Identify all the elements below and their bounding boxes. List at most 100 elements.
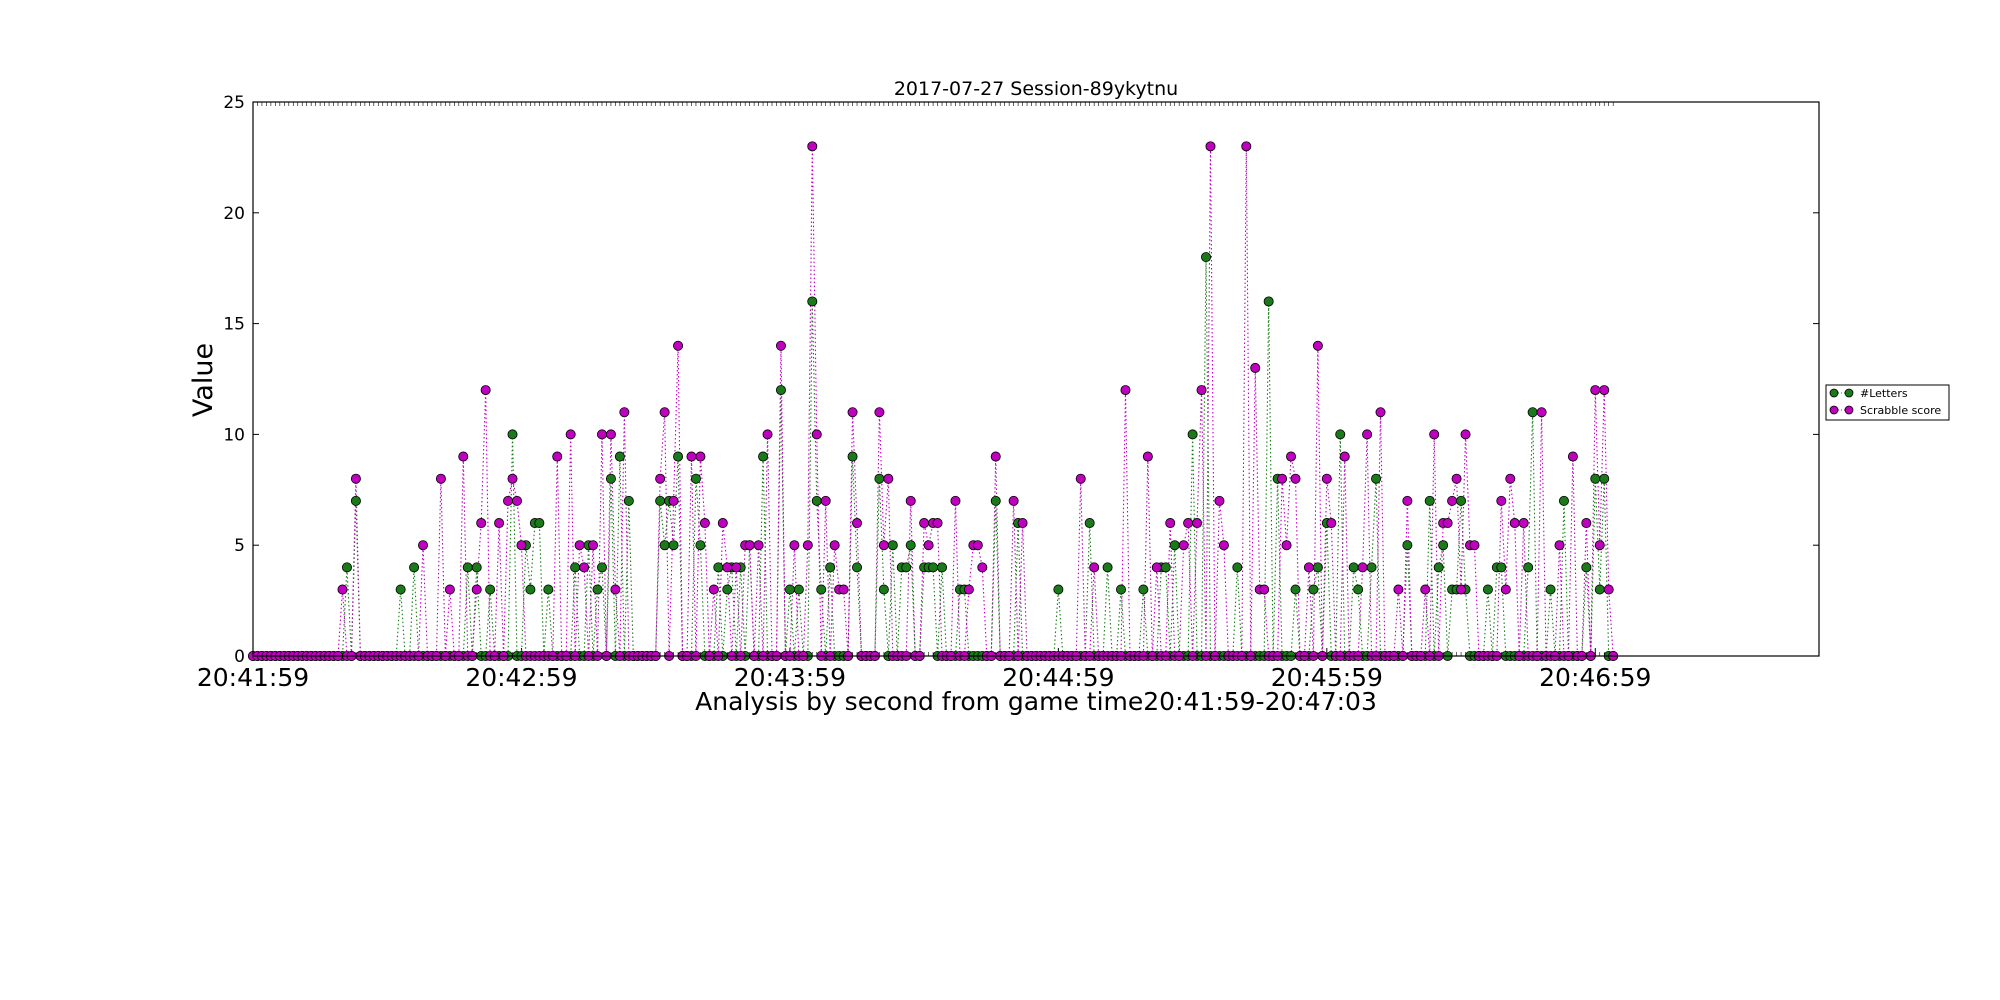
data-point-scrabble — [1192, 518, 1203, 529]
data-point-scrabble — [1312, 340, 1323, 351]
data-point-scrabble — [1196, 385, 1207, 396]
data-point-letters — [507, 429, 518, 440]
data-point-letters — [758, 451, 769, 462]
data-point-scrabble — [731, 562, 742, 573]
x-tick-label: 20:45:59 — [1271, 663, 1383, 692]
data-point-letters — [673, 451, 684, 462]
data-point-letters — [1558, 495, 1569, 506]
data-point-scrabble — [588, 540, 599, 551]
data-point-scrabble — [1429, 429, 1440, 440]
data-point-letters — [1187, 429, 1198, 440]
data-point-scrabble — [775, 340, 786, 351]
data-point-letters — [1138, 584, 1149, 595]
data-point-scrabble — [480, 385, 491, 396]
data-point-letters — [1169, 540, 1180, 551]
data-point-scrabble — [619, 407, 630, 418]
data-point-scrabble — [1509, 518, 1520, 529]
data-point-letters — [807, 296, 818, 307]
data-point-scrabble — [1321, 473, 1332, 484]
data-point-letters — [1116, 584, 1127, 595]
data-point-scrabble — [699, 518, 710, 529]
data-point-scrabble — [1420, 584, 1431, 595]
data-point-letters — [395, 584, 406, 595]
data-point-letters — [1308, 584, 1319, 595]
data-point-scrabble — [838, 584, 849, 595]
data-point-letters — [592, 584, 603, 595]
data-point-letters — [713, 562, 724, 573]
data-point-letters — [990, 495, 1001, 506]
data-point-scrabble — [744, 540, 755, 551]
data-point-letters — [722, 584, 733, 595]
data-point-scrabble — [1183, 518, 1194, 529]
legend-marker-letters-2 — [1844, 388, 1854, 398]
data-point-letters — [1160, 562, 1171, 573]
data-point-scrabble — [1339, 451, 1350, 462]
x-tick-label: 20:46:59 — [1539, 663, 1651, 692]
data-point-scrabble — [977, 562, 988, 573]
data-point-scrabble — [847, 407, 858, 418]
data-point-letters — [1424, 495, 1435, 506]
data-point-scrabble — [878, 540, 889, 551]
data-point-scrabble — [1218, 540, 1229, 551]
data-point-scrabble — [579, 562, 590, 573]
data-point-scrabble — [1447, 495, 1458, 506]
y-axis-label: Value — [188, 343, 219, 417]
data-point-scrabble — [507, 473, 518, 484]
data-point-scrabble — [811, 429, 822, 440]
data-point-letters — [901, 562, 912, 573]
data-point-letters — [1590, 473, 1601, 484]
legend-label-scrabble: Scrabble score — [1860, 404, 1941, 417]
data-point-letters — [887, 540, 898, 551]
data-point-scrabble — [963, 584, 974, 595]
data-point-scrabble — [1075, 473, 1086, 484]
data-point-scrabble — [1496, 495, 1507, 506]
chart-title: 2017-07-27 Session-89ykytnu — [894, 78, 1178, 100]
data-point-scrabble — [552, 451, 563, 462]
data-point-scrabble — [1469, 540, 1480, 551]
data-point-scrabble — [1017, 518, 1028, 529]
data-point-scrabble — [1554, 540, 1565, 551]
data-point-scrabble — [1505, 473, 1516, 484]
data-point-scrabble — [1008, 495, 1019, 506]
data-point-letters — [1102, 562, 1113, 573]
data-point-letters — [775, 385, 786, 396]
data-point-letters — [1496, 562, 1507, 573]
data-point-scrabble — [1375, 407, 1386, 418]
data-point-scrabble — [932, 518, 943, 529]
data-point-letters — [1438, 540, 1449, 551]
data-point-letters — [1084, 518, 1095, 529]
data-point-scrabble — [1120, 385, 1131, 396]
data-point-letters — [847, 451, 858, 462]
data-point-scrabble — [350, 473, 361, 484]
data-point-scrabble — [444, 584, 455, 595]
data-point-letters — [816, 584, 827, 595]
data-point-letters — [695, 540, 706, 551]
data-point-letters — [1290, 584, 1301, 595]
x-tick-label: 20:43:59 — [734, 663, 846, 692]
data-point-letters — [462, 562, 473, 573]
data-point-scrabble — [802, 540, 813, 551]
data-point-letters — [937, 562, 948, 573]
data-point-letters — [1312, 562, 1323, 573]
data-point-scrabble — [1460, 429, 1471, 440]
y-tick-label: 25 — [223, 93, 245, 113]
data-point-scrabble — [905, 495, 916, 506]
data-point-scrabble — [1357, 562, 1368, 573]
data-point-scrabble — [950, 495, 961, 506]
data-point-scrabble — [574, 540, 585, 551]
data-point-scrabble — [1286, 451, 1297, 462]
data-point-scrabble — [852, 518, 863, 529]
data-point-scrabble — [1594, 540, 1605, 551]
data-point-scrabble — [883, 473, 894, 484]
data-point-scrabble — [1456, 584, 1467, 595]
data-point-scrabble — [1567, 451, 1578, 462]
data-point-letters — [605, 473, 616, 484]
data-point-letters — [905, 540, 916, 551]
data-point-scrabble — [418, 540, 429, 551]
data-point-letters — [1371, 473, 1382, 484]
data-point-scrabble — [1250, 362, 1261, 373]
data-point-scrabble — [471, 584, 482, 595]
data-point-letters — [1053, 584, 1064, 595]
data-point-letters — [1523, 562, 1534, 573]
